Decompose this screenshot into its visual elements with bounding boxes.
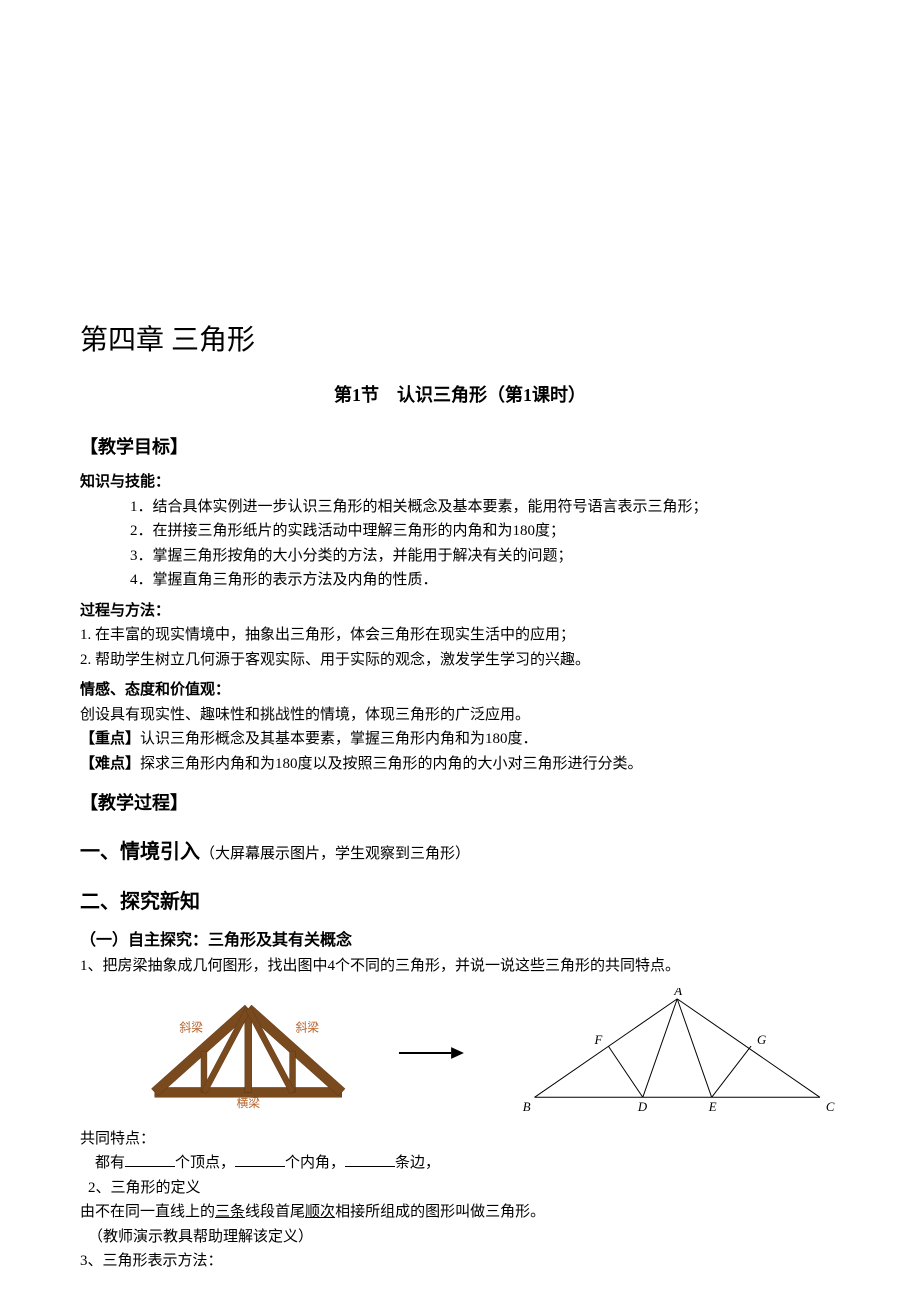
knowledge-item: 1．结合具体实例进一步认识三角形的相关概念及基本要素，能用符号语言表示三角形； <box>130 496 840 519</box>
svg-text:C: C <box>826 1100 835 1114</box>
sub1-item2: 2、三角形的定义 <box>88 1177 840 1200</box>
process-item: 1. 在丰富的现实情境中，抽象出三角形，体会三角形在现实生活中的应用； <box>80 624 840 647</box>
def-u2: 顺次 <box>305 1204 335 1220</box>
common-suffix: 条边， <box>395 1155 440 1171</box>
common-prefix: 都有 <box>95 1155 125 1171</box>
svg-text:F: F <box>594 1033 603 1047</box>
common-mid1: 个顶点， <box>175 1155 235 1171</box>
svg-text:B: B <box>523 1100 531 1114</box>
knowledge-heading: 知识与技能： <box>80 471 840 494</box>
process-item: 2. 帮助学生树立几何源于客观实际、用于实际的观念，激发学生学习的兴趣。 <box>80 649 840 672</box>
hard-point-label: 【难点】 <box>80 756 140 772</box>
svg-text:横梁: 横梁 <box>236 1096 260 1110</box>
part1-paren: （大屏幕展示图片，学生观察到三角形） <box>200 846 470 862</box>
knowledge-item: 2．在拼接三角形纸片的实践活动中理解三角形的内角和为180度； <box>130 520 840 543</box>
knowledge-item: 4．掌握直角三角形的表示方法及内角的性质． <box>130 569 840 592</box>
key-point-label: 【重点】 <box>80 731 140 747</box>
sub1-heading: （一）自主探究：三角形及其有关概念 <box>80 929 840 953</box>
part2-heading: 二、探究新知 <box>80 887 840 917</box>
knowledge-item: 3．掌握三角形按角的大小分类的方法，并能用于解决有关的问题； <box>130 545 840 568</box>
def-p3: 相接所组成的图形叫做三角形。 <box>335 1204 545 1220</box>
svg-text:G: G <box>757 1033 766 1047</box>
svg-text:斜梁: 斜梁 <box>295 1020 319 1034</box>
emotion-heading: 情感、态度和价值观： <box>80 679 840 702</box>
common-mid2: 个内角， <box>285 1155 345 1171</box>
part1-heading: 一、情境引入（大屏幕展示图片，学生观察到三角形） <box>80 837 840 867</box>
sub1-item3: 3、三角形表示方法： <box>80 1250 840 1273</box>
blank-field <box>235 1152 285 1167</box>
hard-point-text: 探求三角形内角和为180度以及按照三角形的内角的大小对三角形进行分类。 <box>140 756 643 772</box>
emotion-text: 创设具有现实性、趣味性和挑战性的情境，体现三角形的广泛应用。 <box>80 704 840 727</box>
def-u1: 三条 <box>215 1204 245 1220</box>
section-title: 第1节 认识三角形（第1课时） <box>80 382 840 409</box>
key-point: 【重点】认识三角形概念及其基本要素，掌握三角形内角和为180度． <box>80 728 840 751</box>
def-p2: 线段首尾 <box>245 1204 305 1220</box>
goals-heading: 【教学目标】 <box>80 434 840 461</box>
common-text: 都有 个顶点， 个内角， 条边， <box>95 1152 840 1175</box>
svg-text:E: E <box>708 1100 717 1114</box>
sub1-item1: 1、把房梁抽象成几何图形，找出图中4个不同的三角形，并说一说这些三角形的共同特点… <box>80 955 840 978</box>
svg-text:A: A <box>674 988 683 998</box>
arrow-icon <box>397 1038 466 1068</box>
teacher-note: （教师演示教具帮助理解该定义） <box>88 1226 840 1249</box>
blank-field <box>345 1152 395 1167</box>
geometry-diagram: A B C D E F G <box>505 988 840 1118</box>
process-main-heading: 【教学过程】 <box>80 790 840 817</box>
key-point-text: 认识三角形概念及其基本要素，掌握三角形内角和为180度． <box>140 731 538 747</box>
definition-text: 由不在同一直线上的三条线段首尾顺次相接所组成的图形叫做三角形。 <box>80 1201 840 1224</box>
svg-text:斜梁: 斜梁 <box>179 1020 203 1034</box>
def-p1: 由不在同一直线上的 <box>80 1204 215 1220</box>
roof-truss-diagram: 斜梁 斜梁横梁 <box>140 993 357 1113</box>
process-heading: 过程与方法： <box>80 600 840 623</box>
common-label: 共同特点： <box>80 1128 840 1151</box>
hard-point: 【难点】探求三角形内角和为180度以及按照三角形的内角的大小对三角形进行分类。 <box>80 753 840 776</box>
part1-heading-text: 一、情境引入 <box>80 841 200 863</box>
blank-field <box>125 1152 175 1167</box>
svg-text:D: D <box>637 1100 648 1114</box>
diagram-row: 斜梁 斜梁横梁 A B C D E F G <box>140 988 840 1118</box>
chapter-title: 第四章 三角形 <box>80 320 840 362</box>
